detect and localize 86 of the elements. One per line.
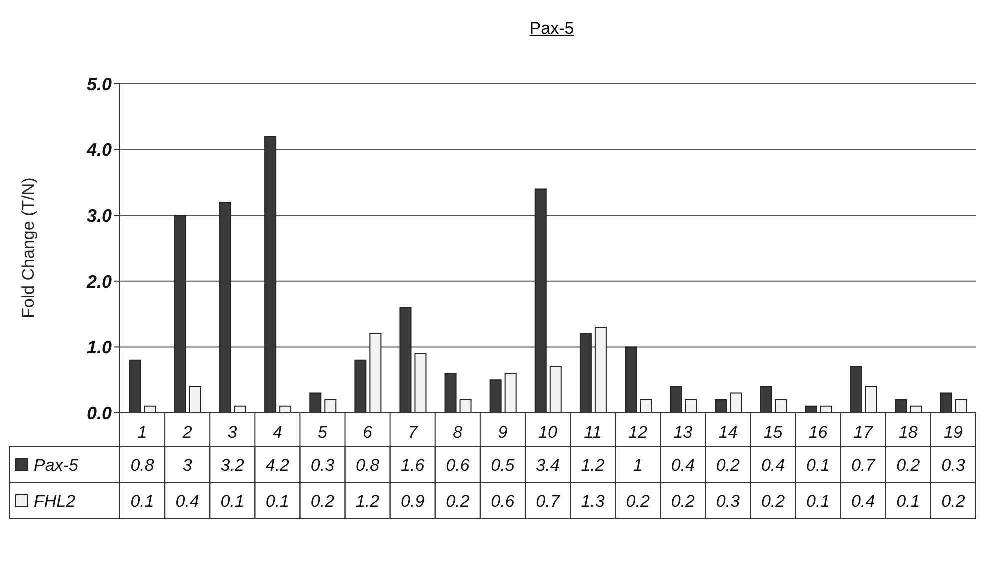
data-label: 0.8 (356, 456, 380, 475)
x-tick-label: 6 (363, 423, 374, 442)
x-tick-label: 13 (674, 423, 694, 442)
x-tick-label: 1 (138, 423, 148, 442)
data-label: 0.1 (220, 492, 244, 511)
x-tick-label: 3 (228, 423, 238, 442)
data-label: 3.2 (220, 456, 245, 475)
x-tick-label: 16 (808, 423, 828, 442)
x-tick-label: 9 (498, 423, 508, 442)
x-tick-label: 11 (584, 423, 602, 442)
data-label: 0.9 (401, 492, 426, 511)
x-tick-label: 7 (408, 423, 418, 442)
data-label: 0.4 (671, 456, 695, 475)
data-label: 0.6 (491, 492, 516, 511)
x-tick-label: 2 (182, 423, 193, 442)
bar (685, 399, 698, 413)
data-label: 0.4 (761, 456, 786, 475)
bar (640, 399, 652, 413)
bar (324, 399, 337, 413)
x-tick-label: 10 (538, 423, 558, 442)
data-label: 4.2 (266, 456, 290, 475)
legend-label: FHL2 (34, 492, 76, 511)
x-tick-label: 17 (854, 423, 874, 442)
x-tick-label: 8 (453, 423, 464, 442)
x-tick-label: 19 (944, 423, 964, 442)
bar (730, 392, 742, 413)
data-label: 0.2 (626, 492, 650, 511)
data-label: 1.2 (581, 456, 606, 475)
y-tick-label: 1.0 (86, 338, 112, 358)
data-label: 1.6 (401, 456, 426, 475)
y-tick-label: 0.0 (86, 403, 112, 424)
bar (144, 406, 156, 413)
bar (504, 373, 517, 413)
data-label: 0.3 (942, 456, 966, 475)
data-label: 0.4 (852, 492, 876, 511)
data-label: 0.7 (852, 456, 876, 475)
bar (370, 334, 382, 413)
data-label: 0.1 (130, 492, 154, 511)
y-tick-label: 5.0 (86, 74, 112, 94)
data-label: 1 (633, 456, 643, 475)
bar (955, 399, 968, 413)
data-label: 0.2 (716, 456, 741, 475)
bar (775, 399, 788, 413)
data-label: 0.2 (310, 492, 336, 511)
data-label: 3.4 (536, 456, 560, 475)
data-label: 0.1 (896, 492, 920, 511)
bar (414, 353, 427, 413)
y-axis-title: Fold Change (T/N) (19, 178, 38, 318)
x-tick-label: 18 (898, 423, 918, 442)
data-label: 0.2 (446, 492, 470, 511)
bar (189, 386, 202, 413)
bar (234, 406, 247, 413)
y-tick-label: 3.0 (86, 206, 112, 226)
data-label: 0.5 (491, 456, 516, 475)
bar (280, 406, 292, 413)
data-label: 0.2 (761, 492, 786, 511)
data-label: 0.3 (716, 492, 741, 511)
x-tick-label: 5 (318, 423, 328, 442)
data-label: 0.1 (806, 492, 830, 511)
bar (820, 406, 832, 413)
bar (550, 366, 562, 413)
data-label: 0.1 (266, 492, 290, 511)
data-label: 0.3 (310, 456, 336, 475)
legend-label: Pax-5 (34, 456, 79, 475)
x-tick-label: 12 (628, 423, 648, 442)
data-label: 3 (182, 456, 193, 475)
bar (865, 386, 878, 413)
data-label: 1.3 (581, 492, 606, 511)
y-tick-label: 4.0 (86, 140, 112, 160)
x-tick-label: 14 (718, 423, 738, 442)
data-label: 1.2 (356, 492, 380, 511)
x-tick-label: 15 (764, 423, 784, 442)
data-label: 0.2 (896, 456, 921, 475)
y-tick-label: 2.0 (86, 272, 112, 292)
data-label: 0.4 (176, 492, 200, 511)
bar (460, 399, 472, 413)
data-label: 0.6 (446, 456, 470, 475)
data-label: 0.1 (806, 456, 830, 475)
bar (594, 326, 607, 413)
data-label: 0.2 (671, 492, 696, 511)
x-tick-label: 4 (272, 423, 282, 442)
data-label: 0.8 (130, 456, 155, 475)
chart-title: Pax-5 (528, 18, 576, 40)
bar (910, 406, 922, 413)
data-label: 0.7 (536, 492, 560, 511)
data-label: 0.2 (942, 492, 966, 511)
